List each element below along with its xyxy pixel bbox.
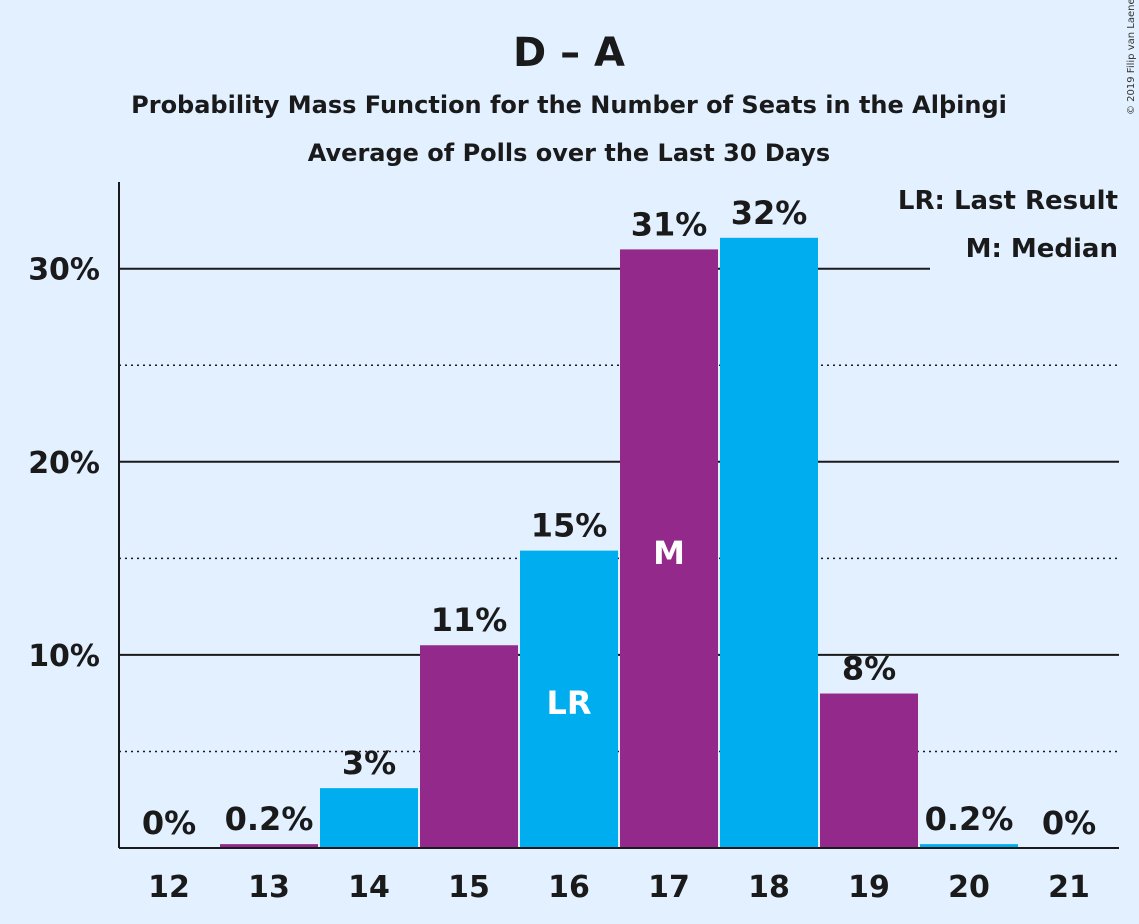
bars-group (220, 237, 1018, 848)
x-tick-label-13: 13 (248, 870, 290, 905)
value-labels-group: 0% 0.2% 3% 11% 15% LR 31% M 32% 8% 0.2% 0% (142, 194, 1096, 842)
value-label-16: 15% (531, 507, 608, 545)
chart-subtitle-2: Average of Polls over the Last 30 Days (308, 139, 830, 167)
y-tick-label: 20% (28, 446, 100, 481)
inside-label-17: M (653, 534, 685, 572)
x-tick-label-12: 12 (148, 870, 190, 905)
value-label-12: 0% (142, 804, 196, 842)
value-label-15: 11% (431, 601, 508, 639)
chart-title: D – A (513, 30, 625, 76)
inside-label-16: LR (546, 684, 591, 722)
value-label-21: 0% (1042, 804, 1096, 842)
x-tick-label-15: 15 (448, 870, 490, 905)
bar-16 (520, 550, 618, 848)
bar-13 (220, 844, 318, 848)
value-label-20: 0.2% (925, 800, 1014, 838)
bar-18 (720, 237, 818, 848)
value-label-17: 31% (631, 205, 708, 243)
bar-19 (820, 693, 918, 848)
x-tick-label-18: 18 (748, 870, 790, 905)
legend-last-result: LR: Last Result (898, 186, 1118, 216)
bar-17 (620, 249, 718, 848)
value-label-19: 8% (842, 650, 896, 688)
value-label-18: 32% (731, 194, 808, 232)
x-tick-label-20: 20 (948, 870, 990, 905)
legend-median: M: Median (966, 234, 1118, 264)
value-label-14: 3% (342, 744, 396, 782)
bar-14 (320, 788, 418, 848)
y-tick-label: 10% (28, 639, 100, 674)
copyright-notice: © 2019 Filip van Laenen (1126, 0, 1137, 115)
gridlines (119, 267, 1119, 753)
legend-background (930, 180, 1120, 270)
x-tick-label-21: 21 (1048, 870, 1090, 905)
bar-20 (920, 844, 1018, 848)
x-tick-label-19: 19 (848, 870, 890, 905)
y-tick-label: 30% (28, 253, 100, 288)
x-tick-label-17: 17 (648, 870, 690, 905)
chart-subtitle-1: Probability Mass Function for the Number… (131, 91, 1007, 119)
value-label-13: 0.2% (225, 800, 314, 838)
x-tick-label-16: 16 (548, 870, 590, 905)
x-tick-label-14: 14 (348, 870, 390, 905)
bar-15 (420, 645, 518, 848)
x-ticks-group: 12 13 14 15 16 17 18 19 20 21 (148, 870, 1090, 905)
y-ticks-group: 10% 20% 30% (28, 253, 100, 674)
